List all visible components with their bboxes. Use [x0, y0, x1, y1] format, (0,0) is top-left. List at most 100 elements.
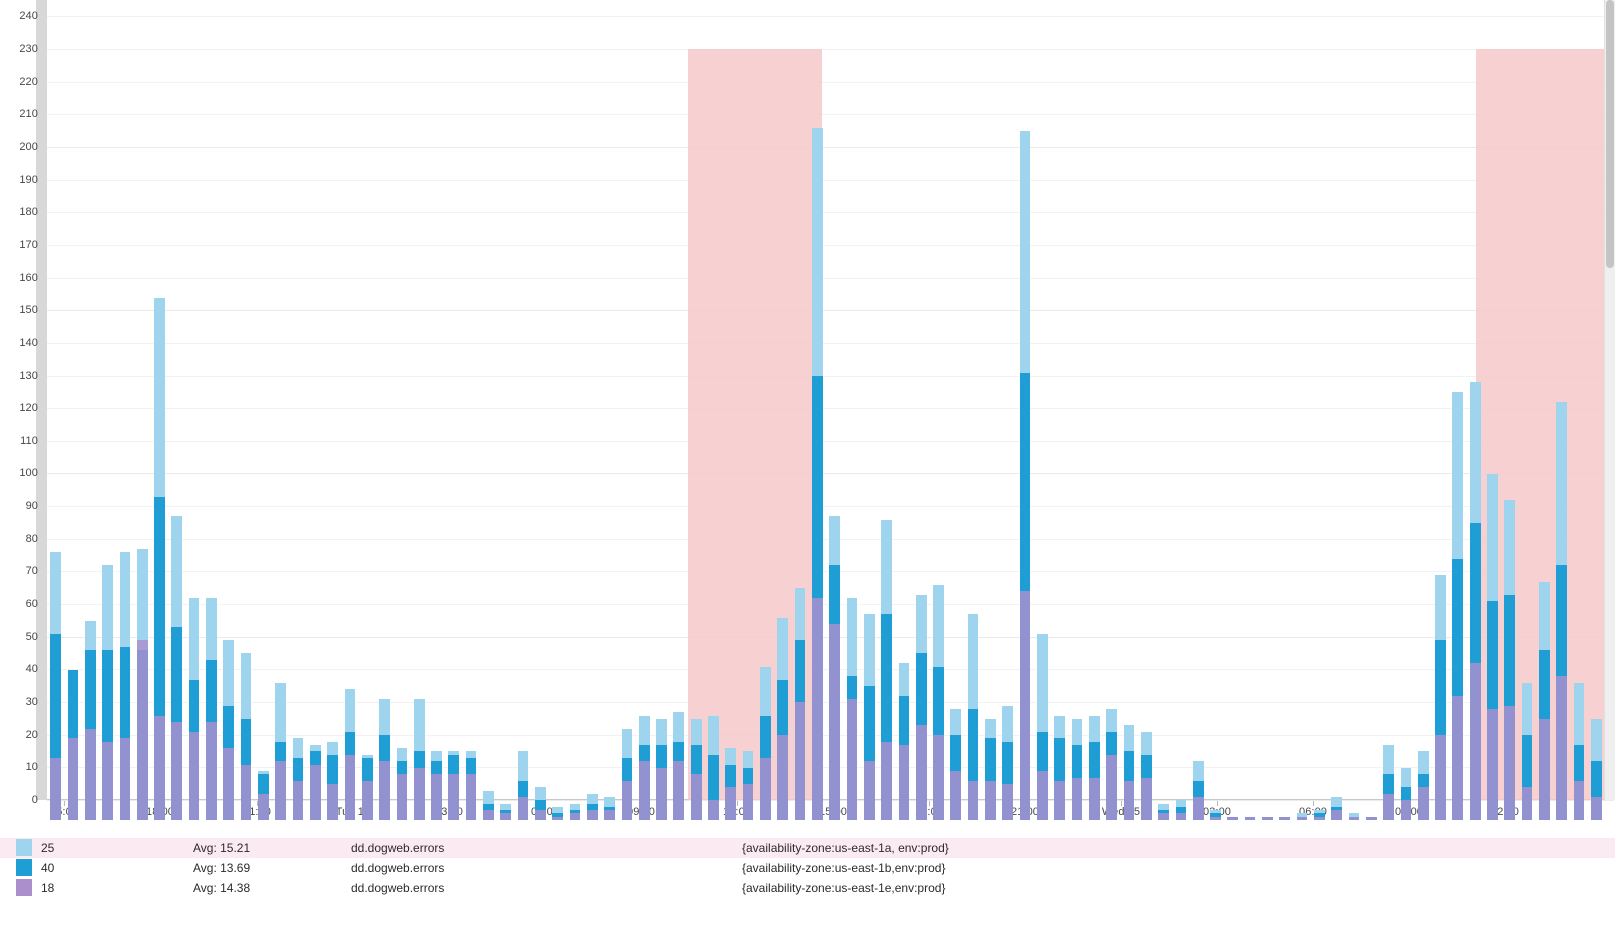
bar-column[interactable] — [1296, 813, 1308, 820]
bar-column[interactable] — [1019, 131, 1031, 820]
bar-column[interactable] — [1383, 744, 1394, 820]
bar-column[interactable] — [950, 708, 962, 820]
bar-column[interactable] — [1262, 816, 1273, 820]
bar-column[interactable] — [361, 754, 373, 820]
bar-column[interactable] — [119, 552, 131, 820]
bar-column[interactable] — [1123, 725, 1135, 820]
bar-column[interactable] — [413, 699, 425, 820]
bar-column[interactable] — [206, 597, 217, 820]
bar-column[interactable] — [708, 715, 719, 820]
bar-column[interactable] — [535, 787, 546, 820]
bar-column[interactable] — [1331, 797, 1343, 820]
bar-column[interactable] — [1002, 705, 1014, 820]
bar-segment — [327, 784, 338, 820]
bar-column[interactable] — [171, 516, 183, 820]
legend-row[interactable]: 40 Avg: 13.69 dd.dogweb.errors {availabi… — [0, 858, 1615, 878]
scrollbar-thumb[interactable] — [1606, 0, 1614, 268]
bar-column[interactable] — [673, 712, 685, 820]
bar-column[interactable] — [1348, 813, 1360, 820]
bar-column[interactable] — [811, 127, 823, 820]
bar-column[interactable] — [881, 519, 892, 820]
bar-column[interactable] — [933, 584, 944, 820]
bar-column[interactable] — [517, 751, 529, 820]
bar-column[interactable] — [1314, 810, 1325, 820]
bar-column[interactable] — [84, 620, 96, 820]
bar-column[interactable] — [1452, 392, 1464, 820]
bar-column[interactable] — [967, 614, 979, 820]
bar-column[interactable] — [1088, 715, 1100, 820]
bar-column[interactable] — [1469, 382, 1481, 820]
bar-column[interactable] — [604, 797, 615, 820]
bar-column[interactable] — [1071, 718, 1083, 820]
bar-column[interactable] — [448, 751, 460, 820]
bar-column[interactable] — [586, 793, 598, 820]
bar-column[interactable] — [188, 597, 200, 820]
bar-column[interactable] — [760, 666, 771, 820]
bar-column[interactable] — [1539, 581, 1550, 820]
bar-column[interactable] — [1504, 500, 1516, 820]
bar-column[interactable] — [1175, 800, 1187, 820]
bar-column[interactable] — [915, 594, 927, 820]
bar-column[interactable] — [67, 669, 79, 820]
bar-column[interactable] — [569, 803, 581, 820]
legend-metric-name: dd.dogweb.errors — [351, 881, 445, 895]
bar-column[interactable] — [483, 790, 494, 820]
bar-column[interactable] — [863, 614, 875, 820]
bar-column[interactable] — [1400, 767, 1412, 820]
bar-column[interactable] — [327, 741, 338, 820]
bar-column[interactable] — [379, 699, 390, 820]
bar-column[interactable] — [240, 653, 252, 820]
bar-column[interactable] — [465, 751, 477, 820]
bar-column[interactable] — [552, 806, 564, 820]
bar-column[interactable] — [1521, 682, 1533, 820]
bar-column[interactable] — [1417, 751, 1429, 820]
bar-column[interactable] — [154, 297, 165, 820]
bar-column[interactable] — [1227, 816, 1239, 820]
stacked-bar-series[interactable] — [0, 0, 1615, 820]
bar-column[interactable] — [1192, 761, 1204, 820]
bar-column[interactable] — [500, 803, 512, 820]
bar-column[interactable] — [1590, 718, 1602, 820]
bar-column[interactable] — [1158, 803, 1169, 820]
bar-column[interactable] — [638, 715, 650, 820]
bar-column[interactable] — [1140, 731, 1152, 820]
bar-column[interactable] — [898, 663, 910, 820]
bar-column[interactable] — [1106, 708, 1117, 820]
bar-column[interactable] — [742, 751, 754, 820]
bar-column[interactable] — [1435, 575, 1446, 820]
bar-column[interactable] — [829, 516, 840, 820]
bar-column[interactable] — [1279, 816, 1291, 820]
legend-row[interactable]: 25 Avg: 15.21 dd.dogweb.errors {availabi… — [0, 838, 1615, 858]
bar-column[interactable] — [136, 548, 148, 820]
bar-column[interactable] — [1037, 633, 1048, 820]
bar-column[interactable] — [344, 689, 356, 820]
bar-column[interactable] — [1365, 816, 1377, 820]
bar-column[interactable] — [794, 588, 806, 820]
vertical-scrollbar[interactable] — [1604, 0, 1615, 800]
bar-column[interactable] — [258, 771, 269, 820]
bar-column[interactable] — [690, 718, 702, 820]
bar-column[interactable] — [621, 728, 633, 820]
bar-column[interactable] — [1244, 816, 1256, 820]
bar-column[interactable] — [431, 751, 442, 820]
bar-column[interactable] — [656, 718, 667, 820]
bar-column[interactable] — [223, 640, 235, 820]
bar-column[interactable] — [309, 744, 321, 820]
bar-column[interactable] — [102, 565, 113, 820]
bar-column[interactable] — [1054, 715, 1066, 820]
bar-column[interactable] — [725, 748, 737, 820]
bar-column[interactable] — [396, 748, 408, 820]
bar-column[interactable] — [1573, 682, 1585, 820]
gridline — [47, 48, 1614, 50]
bar-column[interactable] — [985, 718, 996, 820]
bar-column[interactable] — [846, 597, 858, 820]
chart-plot-area[interactable]: 0 10 20 30 40 50 60 70 80 90 100 110 120 130 140 150 160… — [0, 0, 1615, 820]
bar-column[interactable] — [50, 552, 61, 820]
bar-column[interactable] — [275, 682, 287, 820]
bar-column[interactable] — [1210, 810, 1221, 820]
bar-column[interactable] — [1487, 473, 1498, 820]
bar-column[interactable] — [777, 617, 789, 820]
bar-column[interactable] — [292, 738, 304, 820]
legend-row[interactable]: 18 Avg: 14.38 dd.dogweb.errors {availabi… — [0, 878, 1615, 898]
bar-column[interactable] — [1556, 402, 1568, 820]
